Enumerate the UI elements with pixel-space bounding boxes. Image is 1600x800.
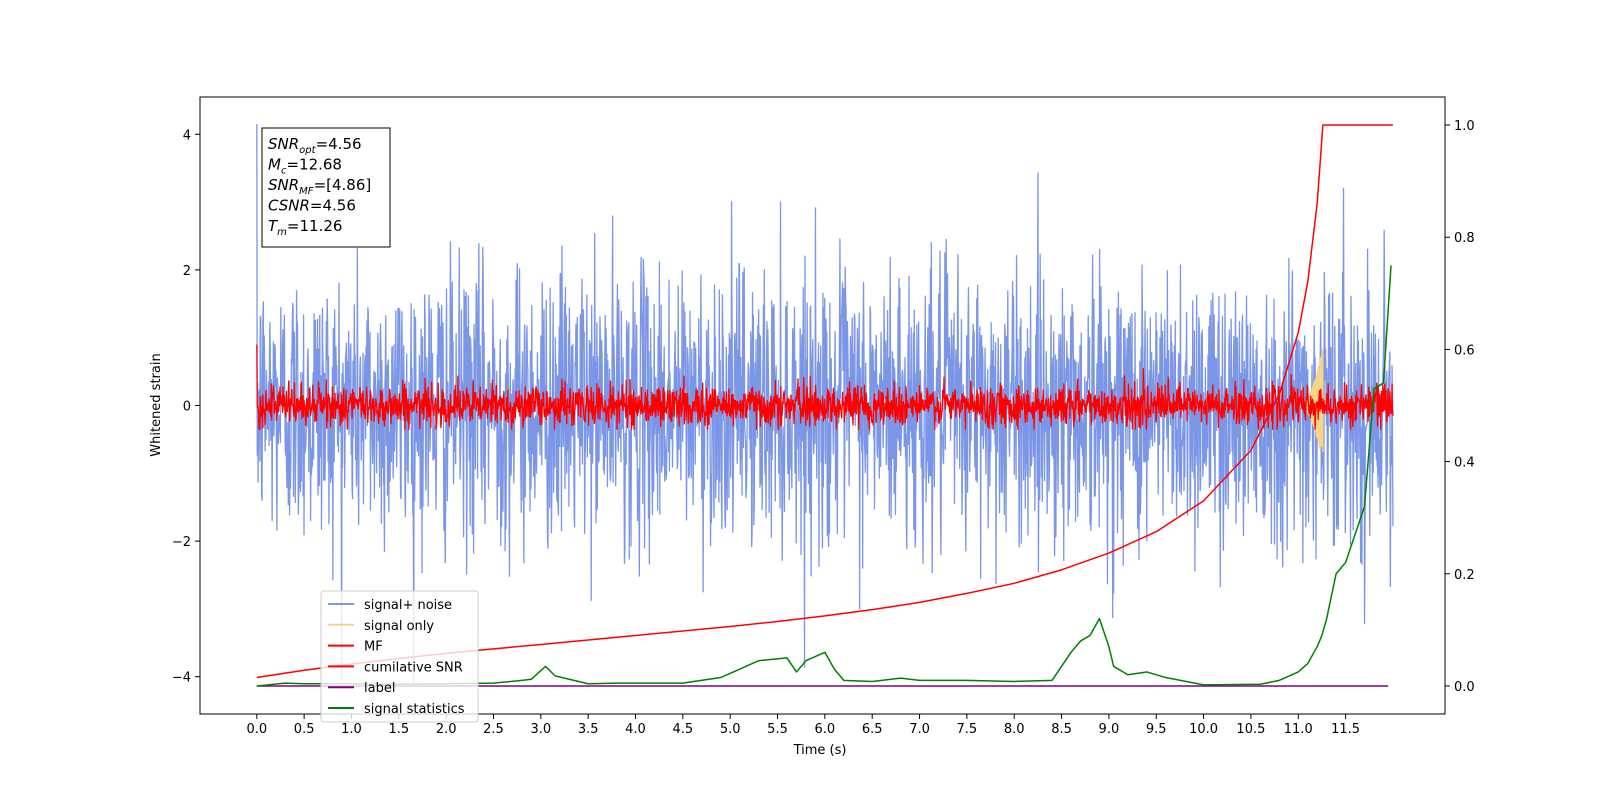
legend-label-signal-noise: signal+ noise: [364, 598, 452, 613]
x-axis: 0.0 0.5 1.0 1.5 2.0 2.5 3.0 3.5 4.0 4.5 5.0 5.5 6.0 6…: [246, 714, 1360, 737]
y-tick-label: 0: [183, 400, 191, 415]
info-line: SNRopt=4.56: [268, 135, 362, 156]
series-mf: [256, 344, 1394, 430]
x-tick-label: 4.5: [673, 722, 694, 737]
x-tick-label: 5.5: [767, 722, 788, 737]
x-tick-label: 8.0: [1004, 722, 1025, 737]
x-tick-label: 1.0: [341, 722, 362, 737]
x-tick-label: 3.5: [578, 722, 599, 737]
y-tick-label: −2: [172, 535, 191, 550]
x-tick-label: 9.5: [1146, 722, 1167, 737]
legend-label-mf: MF: [364, 640, 383, 655]
y-axis-label: Whitened strain: [149, 353, 164, 456]
x-tick-label: 10.0: [1189, 722, 1218, 737]
legend-label-cumilative-snr: cumilative SNR: [364, 660, 463, 675]
x-tick-label: 0.0: [246, 722, 267, 737]
series-signal-statistics: [256, 265, 1392, 687]
series-signal-noise: [256, 124, 1394, 685]
info-box-frame: [261, 127, 391, 248]
x-tick-label: 9.0: [1099, 722, 1120, 737]
y-axis-right: 0.0 0.2 0.4 0.6 0.8 1.0: [1445, 119, 1475, 695]
x-tick-label: 11.0: [1284, 722, 1313, 737]
legend-label-signal-only: signal only: [364, 619, 434, 634]
y2-tick-label: 0.0: [1454, 680, 1475, 695]
x-tick-label: 8.5: [1051, 722, 1072, 737]
legend-label-label: label: [364, 681, 395, 696]
x-tick-label: 6.0: [815, 722, 836, 737]
y-tick-label: −4: [172, 671, 191, 686]
info-box: SNRopt=4.56Mc=12.68SNRMF=[4.86]CSNR=4.56…: [261, 127, 391, 248]
x-tick-label: 6.5: [862, 722, 883, 737]
legend-frame: [320, 590, 479, 723]
y2-tick-label: 0.8: [1454, 231, 1475, 246]
y2-tick-label: 0.6: [1454, 343, 1475, 358]
info-line: Tm=11.26: [268, 217, 342, 238]
y-tick-label: 2: [183, 264, 191, 279]
y2-tick-label: 1.0: [1454, 119, 1475, 134]
y-axis-left: −4 −2 0 2 4: [172, 128, 200, 686]
legend: signal+ noise signal only MF cumilative SNR…: [320, 590, 479, 723]
y-tick-label: 4: [183, 128, 191, 143]
x-tick-label: 11.5: [1331, 722, 1360, 737]
x-tick-label: 10.5: [1236, 722, 1265, 737]
x-tick-label: 1.5: [388, 722, 409, 737]
x-tick-label: 4.0: [625, 722, 646, 737]
x-tick-label: 0.5: [294, 722, 315, 737]
x-tick-label: 3.0: [530, 722, 551, 737]
x-tick-label: 2.0: [436, 722, 457, 737]
x-tick-label: 2.5: [483, 722, 504, 737]
x-tick-label: 7.0: [909, 722, 930, 737]
info-line: SNRMF=[4.86]: [268, 176, 371, 197]
info-line: Mc=12.68: [268, 156, 342, 177]
x-tick-label: 7.5: [957, 722, 978, 737]
legend-label-signal-statistics: signal statistics: [364, 702, 465, 717]
info-line: CSNR=4.56: [268, 197, 356, 215]
y2-tick-label: 0.4: [1454, 456, 1475, 471]
x-tick-label: 5.0: [720, 722, 741, 737]
x-axis-label: Time (s): [793, 743, 847, 758]
y2-tick-label: 0.2: [1454, 568, 1475, 583]
